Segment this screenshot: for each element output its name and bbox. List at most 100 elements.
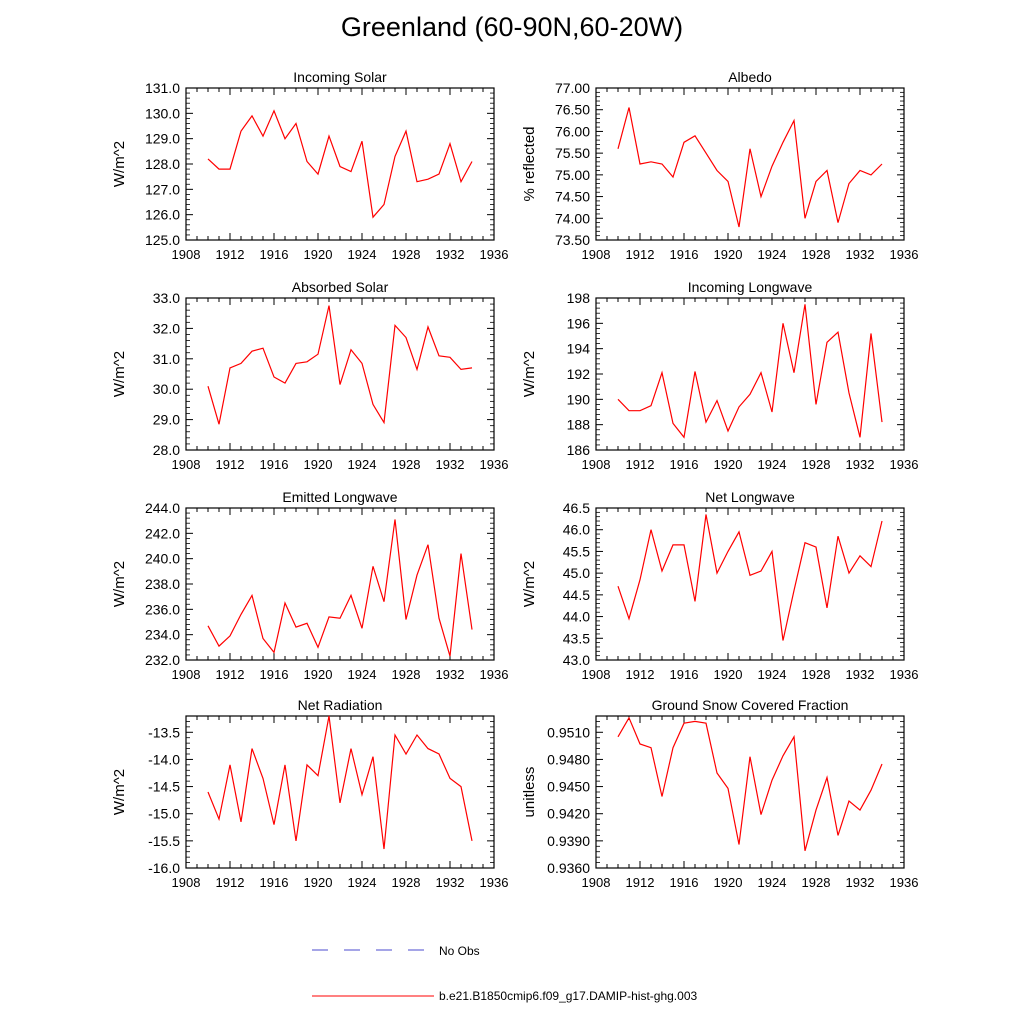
x-tick-label: 1936 — [890, 667, 919, 682]
y-tick-label: 192 — [567, 366, 591, 382]
y-tick-label: 32.0 — [153, 320, 180, 336]
y-tick-label: 0.9450 — [547, 779, 590, 795]
y-axis-label: W/m^2 — [111, 561, 128, 607]
y-tick-label: 45.0 — [563, 565, 590, 581]
plot-frame — [595, 715, 905, 869]
y-axis-label: W/m^2 — [521, 351, 538, 397]
x-tick-label: 1924 — [758, 457, 787, 472]
x-tick-label: 1912 — [626, 875, 655, 890]
y-tick-label: 128.0 — [145, 156, 180, 172]
x-tick-label: 1936 — [480, 667, 509, 682]
y-tick-label: 127.0 — [145, 181, 180, 197]
y-axis-label: unitless — [521, 767, 538, 818]
y-axis-label: W/m^2 — [521, 561, 538, 607]
y-tick-label: 0.9390 — [547, 833, 590, 849]
panel-8: Ground Snow Covered Fraction unitless 1908… — [521, 697, 918, 890]
y-tick-label: 43.0 — [563, 652, 590, 668]
y-tick-label: -15.5 — [148, 833, 180, 849]
y-tick-label: 0.9480 — [547, 751, 590, 767]
y-tick-label: 0.9510 — [547, 724, 590, 740]
y-tick-label: 44.5 — [563, 587, 590, 603]
x-tick-label: 1916 — [260, 457, 289, 472]
legend: No Obs b.e21.B1850cmip6.f09_g17.DAMIP-his… — [312, 944, 697, 1003]
x-tick-label: 1928 — [392, 247, 421, 262]
x-tick-label: 1932 — [436, 247, 465, 262]
y-axis-label: % reflected — [521, 126, 538, 201]
y-tick-label: 232.0 — [145, 652, 180, 668]
panel-title: Net Radiation — [298, 697, 383, 713]
y-tick-label: 77.00 — [555, 80, 590, 96]
y-tick-label: 238.0 — [145, 576, 180, 592]
y-tick-label: 244.0 — [145, 500, 180, 516]
x-tick-label: 1908 — [582, 457, 611, 472]
y-tick-label: 74.50 — [555, 189, 590, 205]
y-tick-label: 75.50 — [555, 145, 590, 161]
x-tick-label: 1916 — [670, 667, 699, 682]
legend-model-label: b.e21.B1850cmip6.f09_g17.DAMIP-hist-ghg.… — [439, 989, 697, 1003]
x-tick-label: 1908 — [582, 247, 611, 262]
x-tick-label: 1920 — [304, 667, 333, 682]
y-tick-label: 33.0 — [153, 290, 180, 306]
x-tick-label: 1912 — [216, 247, 245, 262]
y-axis-label: W/m^2 — [111, 351, 128, 397]
y-tick-label: 240.0 — [145, 551, 180, 567]
x-tick-label: 1912 — [216, 875, 245, 890]
x-tick-label: 1932 — [846, 875, 875, 890]
y-tick-label: 73.50 — [555, 232, 590, 248]
series-line-1 — [617, 514, 883, 641]
y-tick-label: 45.5 — [563, 543, 590, 559]
y-tick-label: 29.0 — [153, 412, 180, 428]
x-tick-label: 1916 — [670, 247, 699, 262]
y-tick-label: -14.5 — [148, 779, 180, 795]
x-tick-label: 1932 — [846, 667, 875, 682]
x-tick-label: 1936 — [890, 247, 919, 262]
y-tick-label: 129.0 — [145, 131, 180, 147]
x-tick-label: 1928 — [802, 247, 831, 262]
y-tick-label: 125.0 — [145, 232, 180, 248]
x-tick-label: 1912 — [216, 457, 245, 472]
y-tick-label: -14.0 — [148, 751, 180, 767]
x-tick-label: 1924 — [348, 247, 377, 262]
panel-title: Emitted Longwave — [282, 489, 397, 505]
figure-title: Greenland (60-90N,60-20W) — [340, 12, 684, 42]
x-tick-label: 1932 — [436, 667, 465, 682]
y-tick-label: 76.00 — [555, 123, 590, 139]
x-tick-label: 1932 — [846, 247, 875, 262]
y-tick-label: 190 — [567, 391, 591, 407]
y-tick-label: 0.9360 — [547, 860, 590, 876]
y-tick-label: 30.0 — [153, 381, 180, 397]
x-tick-label: 1912 — [626, 247, 655, 262]
x-tick-label: 1936 — [890, 875, 919, 890]
y-tick-label: 126.0 — [145, 207, 180, 223]
panel-5: Emitted Longwave W/m^2 1908 1912 1916 1920 192… — [111, 489, 508, 682]
x-tick-label: 1936 — [890, 457, 919, 472]
series-line-1 — [207, 715, 473, 850]
y-tick-label: 44.0 — [563, 609, 590, 625]
x-tick-label: 1928 — [392, 667, 421, 682]
x-tick-label: 1920 — [304, 457, 333, 472]
series-line-1 — [207, 305, 473, 425]
x-tick-label: 1928 — [802, 875, 831, 890]
x-tick-label: 1920 — [304, 875, 333, 890]
x-tick-label: 1920 — [714, 457, 743, 472]
x-tick-label: 1936 — [480, 457, 509, 472]
x-tick-label: 1912 — [626, 667, 655, 682]
panel-1: Incoming Solar W/m^2 1908 1912 1916 1920 1924 1… — [111, 69, 508, 262]
x-tick-label: 1912 — [626, 457, 655, 472]
x-tick-label: 1912 — [216, 667, 245, 682]
x-tick-label: 1924 — [348, 457, 377, 472]
y-tick-label: 188 — [567, 417, 591, 433]
y-tick-label: 31.0 — [153, 351, 180, 367]
plot-frame — [185, 297, 495, 451]
x-tick-label: 1924 — [348, 875, 377, 890]
y-tick-label: 198 — [567, 290, 591, 306]
x-tick-label: 1920 — [714, 247, 743, 262]
panel-3: Absorbed Solar W/m^2 1908 1912 1916 1920 1924 1… — [111, 279, 508, 472]
x-tick-label: 1908 — [582, 875, 611, 890]
x-tick-label: 1908 — [172, 457, 201, 472]
y-tick-label: 0.9420 — [547, 806, 590, 822]
x-tick-label: 1916 — [260, 667, 289, 682]
plot-frame — [185, 507, 495, 661]
plot-frame — [595, 507, 905, 661]
